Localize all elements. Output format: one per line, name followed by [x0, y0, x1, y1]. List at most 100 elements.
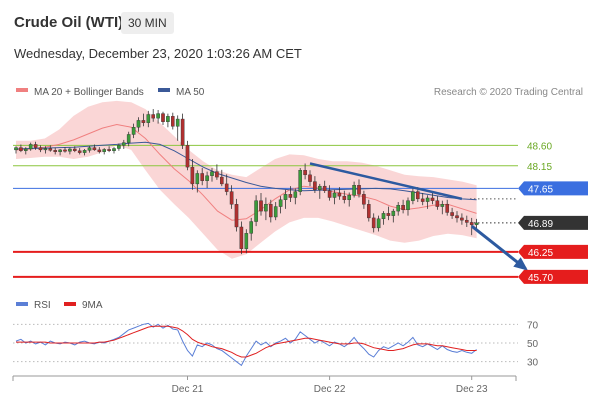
rsi-legend-label-0: RSI [34, 300, 51, 311]
candle-body-60 [308, 174, 312, 182]
legend-swatch-0 [16, 88, 28, 92]
time-label-2: Dec 23 [456, 384, 488, 395]
legend-swatch-1 [158, 88, 170, 92]
candles [14, 109, 479, 255]
candle-body-1 [19, 147, 23, 151]
candle-body-68 [347, 195, 352, 200]
rsi-legend-swatch-0 [16, 302, 28, 306]
candle-body-61 [313, 181, 317, 190]
candle-body-72 [367, 204, 371, 219]
price-levels [13, 144, 518, 278]
candle-body-63 [322, 185, 327, 191]
candle-body-69 [352, 185, 356, 196]
candle-body-16 [92, 147, 97, 151]
ma50-line [15, 141, 477, 201]
candle-body-41 [215, 171, 219, 178]
candle-body-89 [450, 212, 454, 216]
candle-body-73 [371, 217, 376, 229]
candle-body-75 [381, 213, 386, 220]
candle-body-56 [288, 194, 293, 198]
candle-body-45 [234, 204, 239, 228]
candle-body-15 [87, 147, 92, 151]
timeframe-badge[interactable]: 30 MIN [121, 12, 174, 34]
candle-body-21 [117, 145, 121, 149]
candle-body-71 [362, 194, 366, 205]
candle-body-93 [469, 222, 474, 225]
chart-credit: Research © 2020 Trading Central [434, 87, 583, 98]
rsi-tick-2: 30 [527, 358, 539, 369]
forecast-arrow-head [513, 257, 528, 271]
level-tag-4 [518, 244, 588, 259]
candle-body-2 [24, 148, 28, 151]
bollinger-band-area [16, 100, 477, 259]
time-label-1: Dec 22 [314, 384, 346, 395]
candle-body-8 [53, 150, 57, 152]
candle-body-90 [455, 215, 459, 219]
candle-body-39 [205, 175, 209, 181]
rsi-line [15, 322, 477, 367]
time-axis: Dec 21 Dec 22 Dec 23 [12, 375, 517, 395]
candle-body-37 [195, 173, 200, 185]
candle-body-85 [430, 197, 435, 201]
chart-datetime: Wednesday, December 23, 2020 1:03:26 AM … [14, 46, 302, 61]
level-label-0: 48.60 [527, 141, 552, 152]
level-label-1: 48.15 [527, 162, 552, 173]
candle-body-67 [342, 195, 347, 200]
candle-body-25 [136, 120, 141, 128]
candle-body-30 [161, 113, 165, 122]
level-tags: 48.60 48.15 47.65 46.89 46.25 45.70 [518, 141, 588, 284]
legend-label-0: MA 20 + Bollinger Bands [34, 87, 144, 98]
candle-body-24 [131, 127, 136, 135]
candle-body-91 [460, 217, 464, 221]
candle-body-7 [48, 148, 53, 151]
candle-body-46 [239, 226, 244, 249]
candle-body-62 [318, 185, 322, 190]
candle-body-13 [77, 150, 82, 153]
candle-body-43 [224, 183, 229, 192]
level-label-3: 46.89 [528, 219, 553, 230]
candle-body-59 [303, 170, 307, 176]
candle-body-42 [219, 176, 224, 185]
candle-body-31 [166, 116, 170, 122]
candle-body-78 [396, 205, 401, 212]
candle-body-55 [283, 194, 288, 200]
candle-body-87 [440, 204, 445, 207]
bollinger-band [16, 100, 477, 259]
rsi-legend-label-1: 9MA [82, 300, 103, 311]
level-tag-5 [518, 269, 588, 284]
time-label-0: Dec 21 [172, 384, 204, 395]
candle-body-33 [175, 118, 180, 127]
candle-body-84 [425, 197, 430, 202]
candle-body-11 [68, 148, 72, 152]
resistance-trendline [309, 162, 463, 201]
candle-body-49 [254, 200, 258, 222]
candle-body-20 [112, 148, 116, 151]
candle-body-34 [180, 118, 185, 146]
candle-body-32 [170, 116, 175, 127]
candle-body-74 [376, 218, 381, 229]
candle-body-64 [327, 190, 332, 198]
candle-body-35 [185, 145, 190, 168]
candle-body-58 [298, 170, 303, 192]
candle-body-81 [411, 191, 415, 201]
candle-body-36 [190, 166, 195, 185]
candle-body-86 [435, 200, 440, 207]
candle-body-14 [82, 150, 87, 153]
candle-body-94 [474, 222, 479, 225]
candle-body-65 [332, 192, 337, 198]
candle-body-44 [229, 191, 234, 205]
candle-body-9 [58, 149, 62, 152]
candle-body-18 [102, 149, 106, 152]
chart-header: Crude Oil (WTI) 30 MIN Wednesday, Decemb… [0, 0, 590, 75]
candle-body-79 [401, 205, 405, 210]
candle-body-40 [210, 171, 214, 176]
level-tag-2 [518, 181, 588, 196]
candle-body-92 [465, 219, 469, 223]
candle-body-70 [357, 185, 361, 195]
legend-top: MA 20 + Bollinger Bands MA 50 Research © 2… [16, 87, 583, 98]
level-label-2: 47.65 [528, 184, 553, 195]
candle-body-17 [97, 149, 102, 152]
candle-body-26 [141, 120, 146, 123]
instrument-title: Crude Oil (WTI) [14, 14, 124, 31]
